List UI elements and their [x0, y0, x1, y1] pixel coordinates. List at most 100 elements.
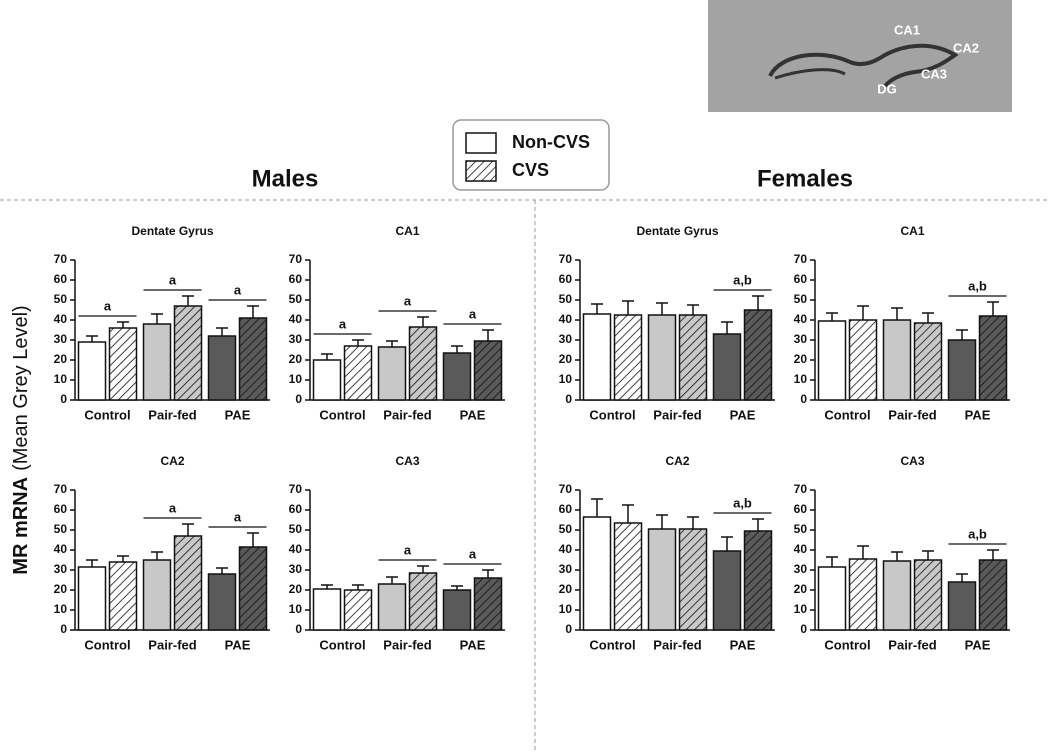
panel-title: CA3: [395, 454, 419, 468]
x-tick-label: PAE: [225, 407, 251, 422]
inset-label: CA1: [894, 22, 920, 37]
bar: [77, 566, 107, 631]
y-tick-label: 70: [289, 482, 303, 496]
significance-label: a: [169, 272, 177, 287]
x-tick-label: Control: [84, 407, 130, 422]
bar: [108, 561, 138, 631]
significance-label: a: [469, 546, 477, 561]
bar: [343, 589, 373, 631]
y-axis-label-main: MR mRNA: [10, 477, 32, 575]
x-tick-label: PAE: [225, 637, 251, 652]
inset-background: [708, 0, 1012, 112]
bar: [678, 314, 708, 401]
y-tick-label: 40: [289, 542, 303, 556]
y-tick-label: 10: [54, 602, 68, 616]
y-tick-label: 40: [54, 312, 68, 326]
y-tick-label: 30: [54, 562, 68, 576]
y-tick-label: 50: [559, 522, 573, 536]
inset-label: CA2: [953, 40, 979, 55]
bar: [743, 530, 773, 631]
y-tick-label: 30: [289, 562, 303, 576]
y-tick-label: 0: [60, 392, 67, 406]
group-title: Females: [757, 165, 853, 192]
x-tick-label: Control: [824, 407, 870, 422]
x-tick-label: Pair-fed: [653, 407, 701, 422]
inset-label: DG: [877, 81, 897, 96]
y-tick-label: 0: [565, 392, 572, 406]
x-tick-label: Pair-fed: [383, 637, 431, 652]
bar: [712, 550, 742, 631]
y-tick-label: 30: [794, 562, 808, 576]
y-tick-label: 10: [289, 602, 303, 616]
y-tick-label: 50: [794, 292, 808, 306]
bar: [173, 305, 203, 401]
x-tick-label: Pair-fed: [383, 407, 431, 422]
y-tick-label: 50: [54, 292, 68, 306]
y-tick-label: 70: [794, 482, 808, 496]
significance-label: a,b: [968, 526, 987, 541]
y-tick-label: 70: [54, 482, 68, 496]
y-tick-label: 50: [559, 292, 573, 306]
hippocampus-outline: [774, 68, 846, 80]
bar: [613, 522, 643, 631]
panel-title: Dentate Gyrus: [636, 224, 718, 238]
x-tick-label: Pair-fed: [148, 637, 196, 652]
bar: [678, 528, 708, 631]
y-tick-label: 40: [559, 542, 573, 556]
bar: [582, 516, 612, 631]
panel-title: CA2: [160, 454, 184, 468]
panel: CA2 0 10 20 30 40 50 60 70 Control Pair-fed PAE a,b: [559, 454, 775, 652]
y-tick-label: 70: [559, 482, 573, 496]
panel: CA3 0 10 20 30 40 50 60 70 Control Pair-fed PAE a,b: [794, 454, 1010, 652]
y-tick-label: 60: [794, 502, 808, 516]
y-axis-label-sub: (Mean Grey Level): [10, 305, 32, 471]
bar: [848, 319, 878, 401]
bar: [882, 319, 912, 401]
significance-label: a,b: [733, 495, 752, 510]
significance-label: a: [169, 500, 177, 515]
inset-image: CA1 CA2 CA3 DG: [708, 0, 1012, 112]
y-tick-label: 10: [559, 372, 573, 386]
y-tick-label: 60: [54, 272, 68, 286]
y-tick-label: 0: [60, 622, 67, 636]
y-tick-label: 70: [559, 252, 573, 266]
panel-title: CA3: [900, 454, 924, 468]
y-tick-label: 50: [289, 292, 303, 306]
y-tick-label: 0: [800, 392, 807, 406]
y-tick-label: 60: [54, 502, 68, 516]
bar: [712, 333, 742, 401]
y-tick-label: 0: [295, 392, 302, 406]
x-tick-label: Control: [589, 407, 635, 422]
bar: [473, 340, 503, 401]
significance-label: a,b: [968, 278, 987, 293]
y-tick-label: 30: [559, 562, 573, 576]
y-tick-label: 20: [289, 582, 303, 596]
significance-label: a: [469, 306, 477, 321]
y-tick-label: 50: [54, 522, 68, 536]
bar: [978, 559, 1008, 631]
bar: [848, 558, 878, 631]
panel: CA1 0 10 20 30 40 50 60 70 Control a Pair-fed a PAE a: [289, 224, 505, 422]
bar: [77, 341, 107, 401]
x-tick-label: Pair-fed: [148, 407, 196, 422]
significance-label: a: [404, 293, 412, 308]
bar: [377, 583, 407, 631]
y-tick-label: 10: [794, 602, 808, 616]
y-tick-label: 0: [565, 622, 572, 636]
x-tick-label: Control: [589, 637, 635, 652]
y-tick-label: 10: [54, 372, 68, 386]
y-tick-label: 60: [289, 502, 303, 516]
bar: [613, 314, 643, 401]
panel-title: Dentate Gyrus: [131, 224, 213, 238]
significance-label: a: [234, 282, 242, 297]
y-tick-label: 20: [794, 352, 808, 366]
bar: [743, 309, 773, 401]
y-tick-label: 40: [794, 312, 808, 326]
bar: [647, 314, 677, 401]
significance-label: a,b: [733, 272, 752, 287]
bar: [207, 573, 237, 631]
panel: Dentate Gyrus 0 10 20 30 40 50 60 70 Control Pair-…: [559, 224, 775, 422]
panel: Dentate Gyrus 0 10 20 30 40 50 60 70 Control a Pair…: [54, 224, 270, 422]
bar: [882, 560, 912, 631]
y-tick-label: 40: [289, 312, 303, 326]
